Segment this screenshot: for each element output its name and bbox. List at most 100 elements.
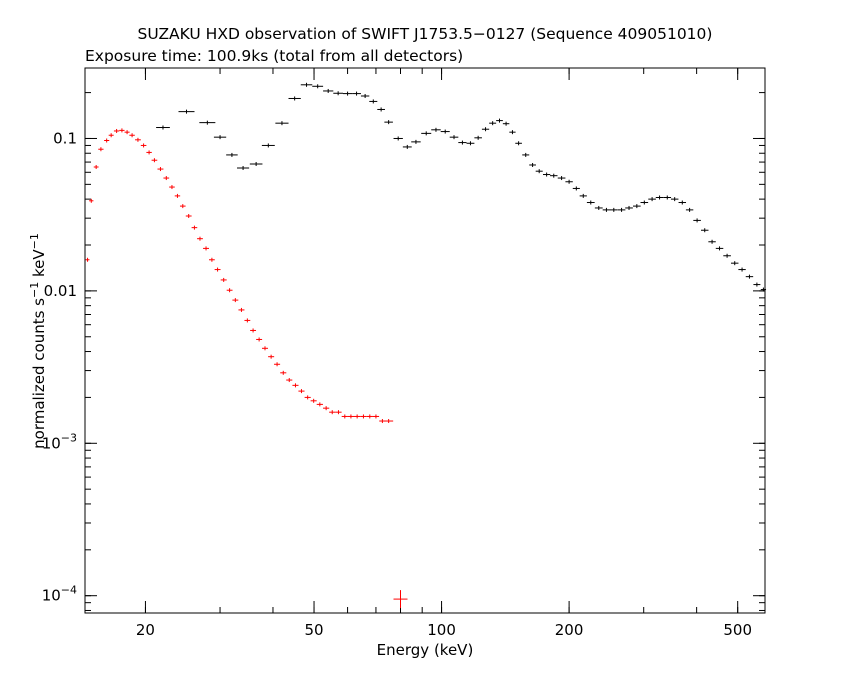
data-point [715,246,724,251]
data-point [98,147,104,152]
data-point [685,207,694,212]
data-point [708,239,716,244]
data-point [377,107,385,112]
data-point [502,121,510,126]
x-axis-title: Energy (keV) [377,641,474,659]
data-point [678,200,687,205]
data-point [753,282,761,287]
data-point [237,166,250,171]
data-point [663,195,672,200]
data-point [366,414,373,419]
data-point [489,121,497,126]
y-axis-title: normalized counts s−1 keV−1 [28,233,48,449]
data-point [393,590,408,609]
data-point [449,135,459,140]
y-tick-label: 10−4 [42,584,77,605]
series-layer [85,82,767,609]
data-point [515,141,522,146]
data-point [384,419,394,424]
data-point [300,82,313,87]
data-point [602,207,611,212]
data-point [298,389,305,394]
data-point [440,129,450,134]
data-point [474,135,482,140]
data-point [323,88,334,93]
data-point [550,173,558,178]
data-point [286,378,293,383]
data-point [108,133,114,138]
data-point [244,318,251,323]
data-point [113,128,120,133]
data-point [151,158,158,163]
x-axis: 20 50 100 200 500 [136,68,752,639]
data-point [411,139,421,144]
data-point [185,213,192,218]
x-tick-label: 20 [136,621,155,639]
data-point [760,287,767,292]
data-point [157,167,164,172]
data-point [197,236,203,241]
data-point [323,406,330,411]
data-point [89,198,94,203]
data-point [310,398,317,403]
data-point [93,164,99,169]
chart-subtitle: Exposure time: 100.9ks (total from all d… [85,47,463,65]
data-point [135,137,141,142]
data-point [431,127,441,132]
data-point [129,133,135,138]
x-tick-label: 200 [555,621,584,639]
chart-title: SUZAKU HXD observation of SWIFT J1753.5−… [138,25,713,43]
data-point [214,267,221,272]
data-point [633,204,641,209]
data-point [178,109,195,114]
data-point [352,91,361,96]
x-tick-label: 500 [723,621,752,639]
data-point [261,143,275,148]
data-point [586,200,595,205]
data-point [232,298,239,303]
data-point [280,370,287,375]
data-point [191,225,198,230]
data-point [421,131,432,136]
data-point [250,328,257,333]
data-point [522,152,530,157]
data-point [565,179,573,184]
y-axis: 0.1 0.01 10−3 10−4 [42,92,765,611]
data-point [529,162,536,167]
data-point [342,91,353,96]
y-tick-label: 0.01 [44,282,77,300]
data-point [85,257,90,262]
data-point [146,150,152,155]
data-point [199,120,216,125]
data-point [594,205,603,210]
data-point [124,130,130,135]
data-point [745,274,754,279]
data-point [335,410,342,415]
data-point [572,186,580,191]
series-0 [85,128,408,609]
data-point [670,197,679,202]
data-point [140,143,147,148]
data-point [509,130,516,135]
data-point [238,307,245,312]
data-point [304,395,311,400]
data-point [481,127,490,132]
data-point [354,414,361,419]
data-point [384,120,393,125]
series-1 [156,82,767,292]
data-point [700,228,709,233]
data-point [466,141,475,146]
data-point [393,136,403,141]
data-point [156,125,170,130]
data-point [104,138,110,143]
data-point [610,207,618,212]
data-point [288,96,301,101]
data-point [209,257,215,262]
data-point [226,152,238,157]
data-point [163,176,170,181]
data-point [579,193,587,198]
data-point [360,414,367,419]
y-axis-title-main: normalized counts s [30,298,48,449]
data-point [617,207,626,212]
